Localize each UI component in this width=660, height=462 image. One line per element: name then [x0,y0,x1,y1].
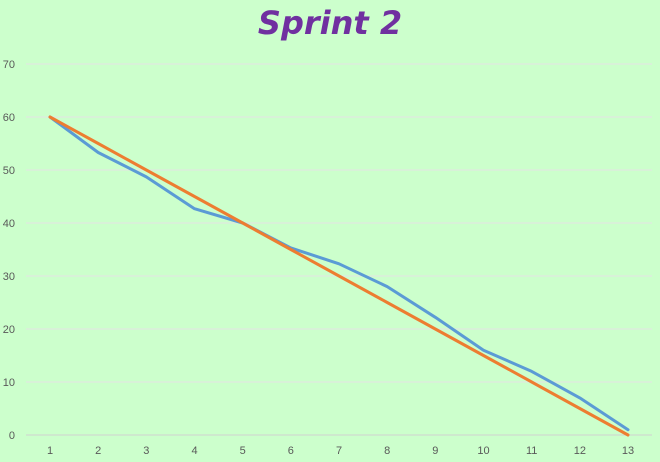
y-tick-label: 20 [3,324,15,336]
y-tick-label: 60 [3,112,15,124]
y-axis-ticks: 0 10 20 30 40 50 60 70 [3,59,15,442]
series-line-ideal [48,115,630,437]
y-tick-label: 40 [3,218,15,230]
x-tick-label: 7 [336,445,342,457]
y-tick-label: 30 [3,271,15,283]
x-axis-ticks: 1 2 3 4 5 6 7 8 9 10 11 12 13 [47,445,634,457]
chart-title: Sprint 2 [257,4,403,42]
x-tick-label: 2 [95,445,101,457]
y-tick-label: 70 [3,59,15,71]
x-tick-label: 9 [432,445,438,457]
x-tick-label: 13 [622,445,634,457]
x-tick-label: 11 [526,445,537,457]
x-tick-label: 3 [143,445,149,457]
y-tick-label: 50 [3,165,15,177]
x-tick-label: 12 [574,445,586,457]
x-tick-label: 8 [384,445,390,457]
series-line-actual [48,115,630,432]
x-tick-label: 5 [240,445,246,457]
y-tick-label: 10 [3,377,15,389]
x-tick-label: 1 [47,445,53,457]
series-lines [48,115,630,437]
x-tick-label: 4 [191,445,197,457]
x-tick-label: 10 [477,445,489,457]
x-tick-label: 6 [288,445,294,457]
gridlines [26,63,652,436]
y-tick-label: 0 [9,430,15,442]
